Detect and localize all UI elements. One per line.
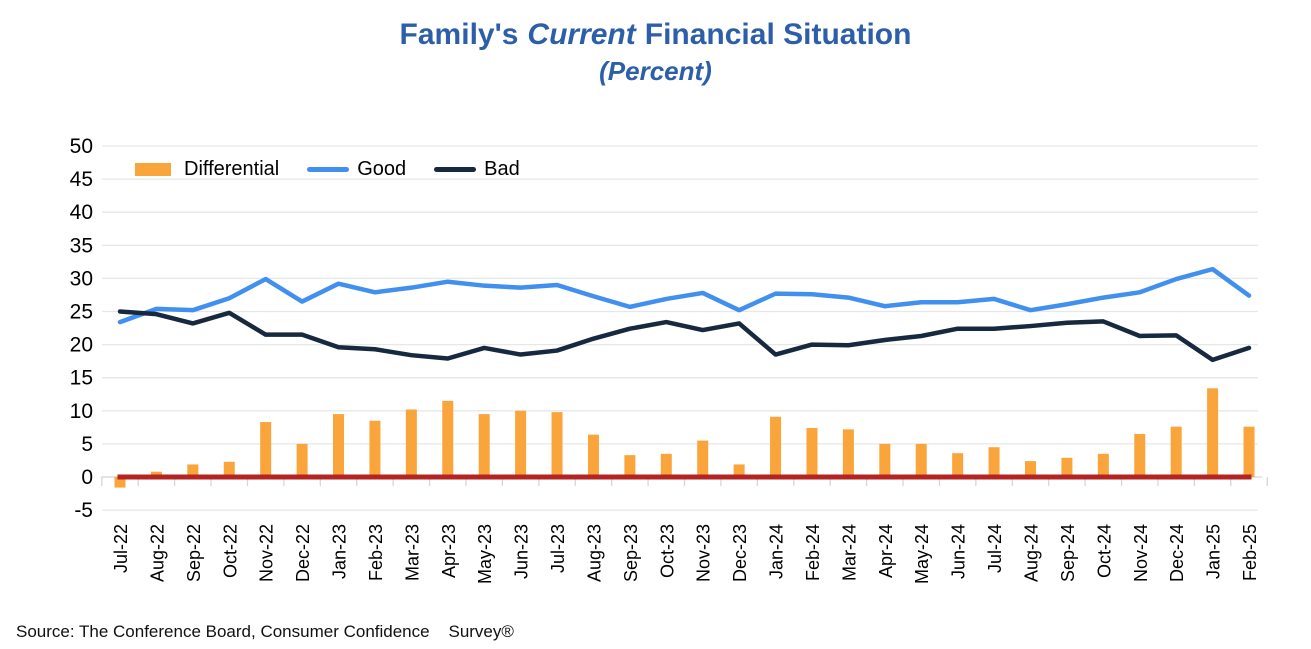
x-tick-label: Oct-24 [1094,524,1114,578]
x-tick-label: Dec-23 [730,524,750,582]
y-tick-label: 0 [81,466,93,489]
x-tick-label: Jan-25 [1204,524,1224,579]
x-tick-label: Apr-24 [876,524,896,578]
bar-differential [150,471,162,477]
good-line-swatch-icon [307,167,350,172]
bar-differential [1025,461,1036,477]
bad-line-swatch-icon [434,167,477,172]
bar-differential [442,400,454,477]
bar-differential [952,453,964,477]
y-tick-label: 5 [81,433,93,456]
y-tick-label: 30 [70,267,93,290]
bar-differential [114,477,126,488]
x-tick-label: Dec-24 [1167,524,1187,582]
x-tick-label: Nov-23 [694,524,714,582]
source-note: Source: The Conference Board, Consumer C… [16,622,514,641]
x-tick-label: Nov-24 [1131,524,1151,582]
title-emphasis: Current [527,18,636,51]
x-tick-label: Apr-23 [439,524,459,578]
bar-differential [478,414,490,477]
x-tick-label: Jun-24 [949,524,969,579]
y-tick-label: -5 [74,499,93,522]
y-tick-label: 20 [70,334,93,357]
x-tick-label: Oct-23 [657,524,677,578]
y-tick-label: 15 [70,367,93,390]
bar-differential [1170,426,1182,477]
bar-differential [1061,457,1073,477]
bar-differential [660,453,672,477]
y-tick-label: 45 [70,168,93,191]
legend-label-differential: Differential [184,158,280,180]
chart-subtitle: (Percent) [599,56,712,86]
title-prefix: Family's [399,18,519,51]
bar-differential [551,412,563,477]
x-tick-label: Jan-24 [767,524,787,579]
x-tick-label: Jul-24 [985,524,1005,573]
bar-differential [624,455,636,477]
bar-differential [806,428,818,477]
bar-differential [879,443,891,477]
y-tick-label: 25 [70,301,93,324]
bar-differential [733,464,745,477]
legend: Differential Good Bad [135,158,520,181]
x-tick-label: Dec-22 [293,524,313,582]
y-tick-label: 50 [70,135,93,158]
bar-differential [187,464,199,477]
bar-differential [369,420,381,477]
x-tick-label: Jan-23 [330,524,350,579]
x-tick-label: Jul-23 [548,524,568,573]
bar-differential [1134,433,1146,477]
bar-differential [770,416,782,477]
bar-differential [333,414,345,477]
x-tick-label: Aug-24 [1022,524,1042,582]
legend-item-differential: Differential [135,158,279,181]
title-suffix: Financial Situation [644,18,912,51]
chart-title: Family's Current Financial Situation [0,18,1311,52]
x-tick-label: May-23 [475,524,495,584]
x-tick-label: Feb-24 [803,524,823,581]
bar-differential [260,422,272,477]
x-tick-label: May-24 [912,524,932,584]
x-tick-label: Mar-23 [402,524,422,581]
x-tick-label: Jun-23 [512,524,532,579]
bar-differential [988,447,1000,477]
bar-differential [515,410,527,477]
bar-differential [405,409,417,477]
legend-item-bad: Bad [434,158,520,181]
bar-differential [842,429,854,477]
legend-item-good: Good [307,158,406,181]
bar-differential [1207,388,1219,477]
x-tick-label: Sep-23 [621,524,641,582]
y-tick-label: 40 [70,201,93,224]
x-tick-label: Nov-22 [257,524,277,582]
bar-differential [587,434,599,477]
bar-differential [1097,453,1109,477]
x-tick-label: Mar-24 [839,524,859,581]
x-tick-label: Oct-22 [220,524,240,578]
x-tick-label: Sep-24 [1058,524,1078,582]
bar-differential [915,443,927,477]
legend-label-good: Good [357,158,407,180]
x-tick-label: Sep-22 [184,524,204,582]
y-tick-label: 35 [70,234,93,257]
good-line [117,266,1252,325]
differential-swatch-icon [135,163,171,176]
bar-differential [697,440,709,477]
bar-differential [1243,426,1255,477]
x-tick-label: Jul-22 [111,524,131,573]
x-tick-label: Feb-23 [366,524,386,581]
y-tick-label: 10 [70,400,93,423]
x-tick-label: Aug-23 [584,524,604,582]
bar-differential [223,461,235,477]
legend-label-bad: Bad [484,158,520,180]
bad-line [117,309,1252,363]
x-tick-label: Aug-22 [147,524,167,582]
x-tick-label: Feb-25 [1240,524,1260,581]
bar-differential [296,443,308,477]
